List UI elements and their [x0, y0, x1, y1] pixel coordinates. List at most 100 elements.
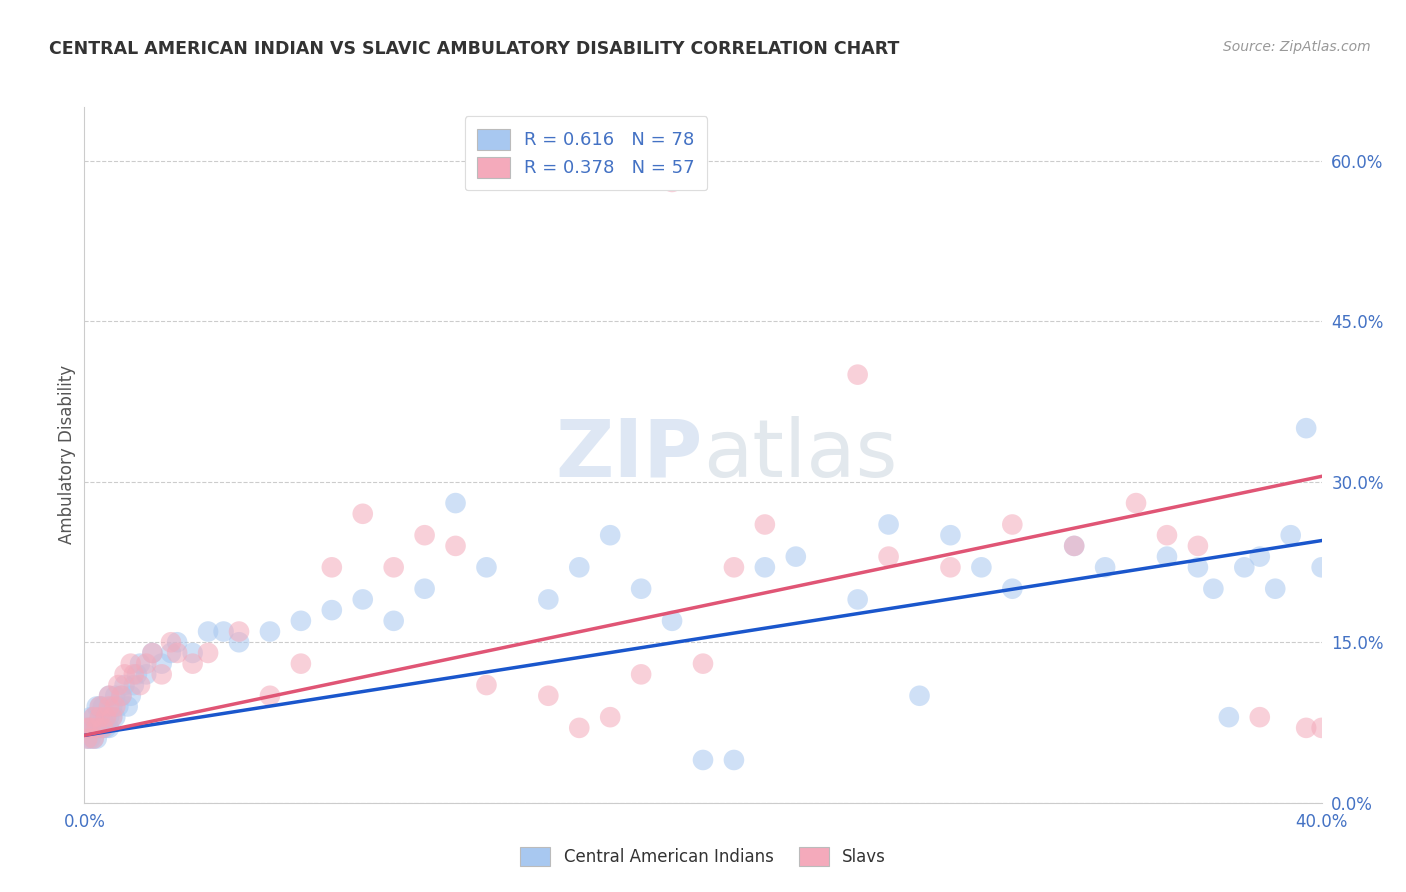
Point: [228, 635, 250, 649]
Point: [125, 667, 148, 681]
Point: [91, 710, 114, 724]
Point: [76, 731, 98, 746]
Point: [1125, 496, 1147, 510]
Point: [104, 689, 127, 703]
Point: [79, 710, 101, 724]
Point: [150, 667, 173, 681]
Point: [89, 721, 111, 735]
Point: [181, 657, 204, 671]
Point: [122, 667, 145, 681]
Point: [1001, 517, 1024, 532]
Point: [754, 517, 776, 532]
Point: [101, 710, 124, 724]
Point: [141, 646, 163, 660]
Point: [91, 721, 114, 735]
Point: [86, 721, 108, 735]
Point: [110, 689, 132, 703]
Point: [970, 560, 993, 574]
Point: [568, 560, 591, 574]
Point: [877, 517, 900, 532]
Point: [89, 710, 111, 724]
Point: [908, 689, 931, 703]
Text: Source: ZipAtlas.com: Source: ZipAtlas.com: [1223, 40, 1371, 54]
Point: [1295, 421, 1317, 435]
Point: [228, 624, 250, 639]
Point: [1326, 710, 1348, 724]
Point: [94, 710, 117, 724]
Point: [444, 539, 467, 553]
Point: [197, 646, 219, 660]
Legend: Central American Indians, Slavs: Central American Indians, Slavs: [512, 838, 894, 875]
Point: [1264, 582, 1286, 596]
Point: [1001, 582, 1024, 596]
Point: [1310, 560, 1333, 574]
Point: [599, 528, 621, 542]
Point: [1249, 549, 1271, 564]
Point: [1202, 582, 1225, 596]
Point: [91, 699, 114, 714]
Point: [290, 614, 312, 628]
Point: [259, 689, 281, 703]
Point: [197, 624, 219, 639]
Point: [661, 614, 683, 628]
Point: [1187, 560, 1209, 574]
Point: [599, 710, 621, 724]
Point: [1279, 528, 1302, 542]
Point: [83, 710, 105, 724]
Point: [1249, 710, 1271, 724]
Point: [413, 582, 436, 596]
Point: [692, 753, 714, 767]
Point: [89, 699, 111, 714]
Text: atlas: atlas: [703, 416, 897, 494]
Point: [141, 646, 163, 660]
Point: [413, 528, 436, 542]
Point: [135, 657, 157, 671]
Point: [76, 721, 98, 735]
Point: [846, 368, 869, 382]
Point: [114, 678, 136, 692]
Point: [1094, 560, 1116, 574]
Point: [475, 678, 498, 692]
Point: [1341, 710, 1364, 724]
Point: [160, 635, 183, 649]
Point: [321, 603, 343, 617]
Point: [129, 657, 152, 671]
Point: [382, 614, 405, 628]
Point: [110, 689, 132, 703]
Legend: R = 0.616   N = 78, R = 0.378   N = 57: R = 0.616 N = 78, R = 0.378 N = 57: [464, 116, 707, 190]
Point: [98, 689, 121, 703]
Point: [86, 731, 108, 746]
Point: [79, 731, 101, 746]
Point: [160, 646, 183, 660]
Point: [1156, 549, 1178, 564]
Point: [104, 710, 127, 724]
Point: [166, 635, 188, 649]
Point: [877, 549, 900, 564]
Point: [382, 560, 405, 574]
Point: [76, 721, 98, 735]
Point: [846, 592, 869, 607]
Point: [117, 699, 139, 714]
Point: [135, 667, 157, 681]
Point: [537, 689, 560, 703]
Point: [1218, 710, 1240, 724]
Point: [630, 667, 652, 681]
Point: [754, 560, 776, 574]
Point: [212, 624, 235, 639]
Point: [79, 721, 101, 735]
Point: [537, 592, 560, 607]
Point: [723, 753, 745, 767]
Point: [1233, 560, 1256, 574]
Point: [94, 721, 117, 735]
Point: [86, 699, 108, 714]
Point: [89, 699, 111, 714]
Point: [475, 560, 498, 574]
Point: [352, 592, 374, 607]
Point: [94, 710, 117, 724]
Point: [83, 731, 105, 746]
Point: [98, 699, 121, 714]
Point: [101, 710, 124, 724]
Point: [1063, 539, 1085, 553]
Point: [89, 710, 111, 724]
Point: [83, 731, 105, 746]
